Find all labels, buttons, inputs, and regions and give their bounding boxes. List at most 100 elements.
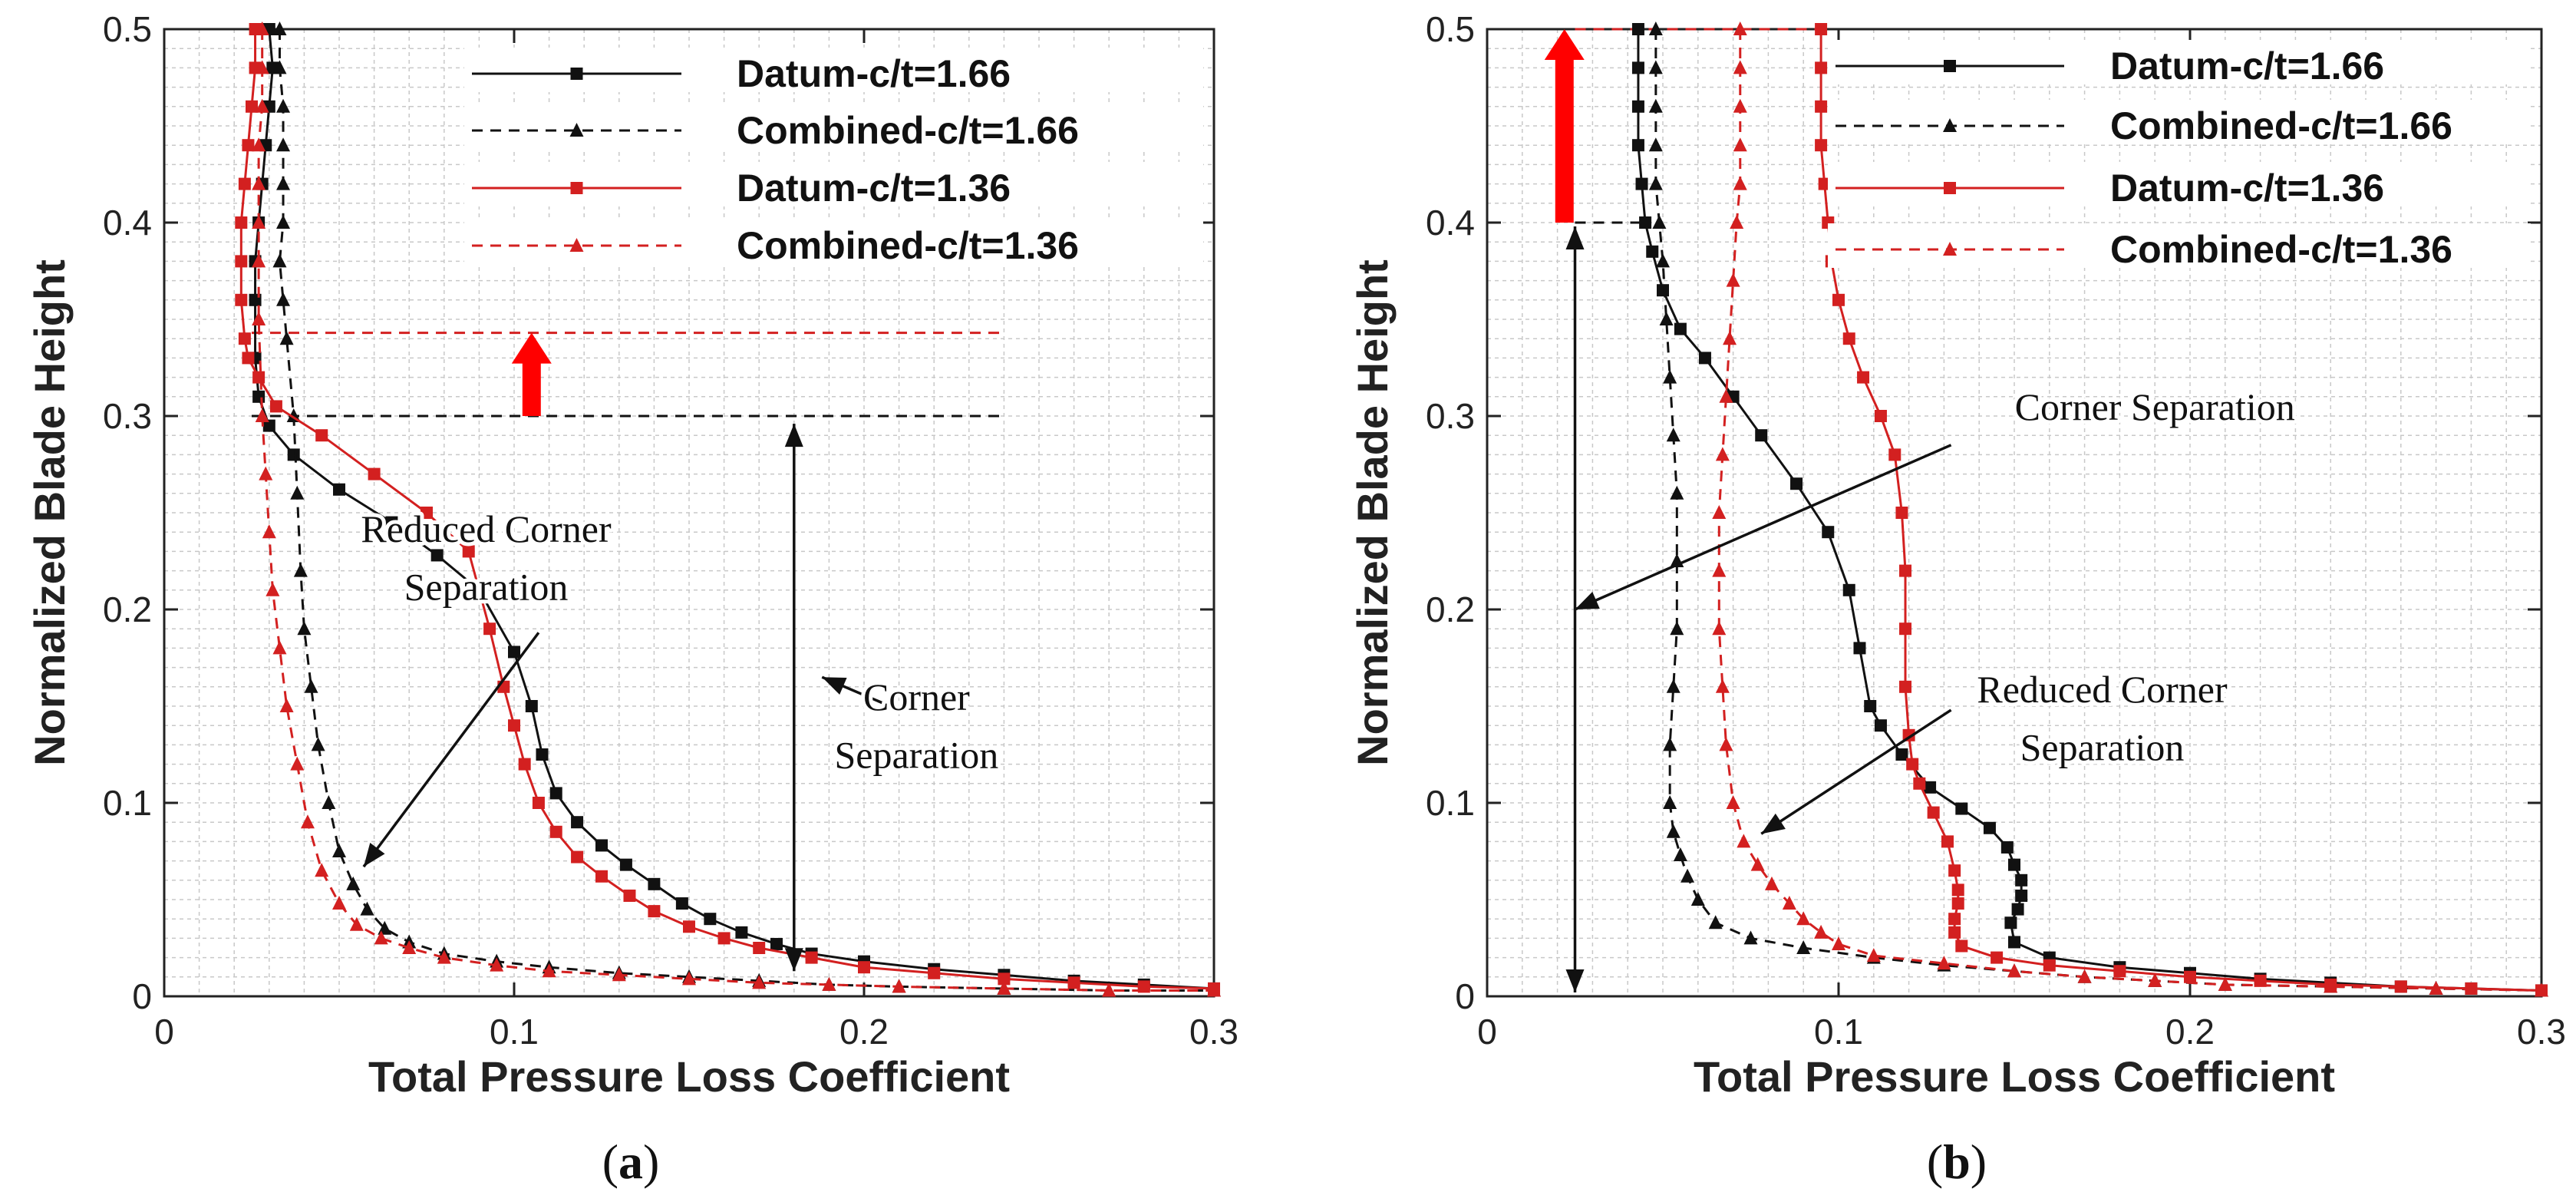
data-point-b-3 (1733, 176, 1747, 190)
data-point-b-1 (1663, 369, 1677, 384)
data-point-a-3 (437, 949, 451, 964)
arrow-head-b (1565, 226, 1585, 250)
data-point-b-2 (1815, 61, 1828, 74)
legend-label-b-3: Combined-c/t=1.36 (2110, 228, 2452, 271)
data-point-b-1 (1659, 312, 1674, 325)
legend-marker-a-1 (569, 123, 584, 137)
data-point-a-0 (430, 549, 444, 562)
data-point-b-0 (1790, 477, 1803, 490)
data-point-a-0 (675, 897, 688, 910)
data-point-a-2 (648, 905, 661, 918)
data-point-b-1 (1670, 621, 1684, 636)
data-point-b-0 (1895, 748, 1908, 761)
legend-label-a-0: Datum-c/t=1.66 (737, 52, 1011, 95)
data-point-a-2 (595, 870, 608, 883)
data-point-a-2 (238, 177, 251, 190)
annotation-arrow-b (1574, 444, 1952, 611)
annotation-text-a: Separation (834, 734, 998, 777)
legend-bg-a (464, 220, 1203, 264)
data-point-b-3 (2218, 976, 2232, 991)
legend-label-b-2: Datum-c/t=1.36 (2110, 167, 2384, 210)
data-point-a-3 (300, 814, 315, 829)
data-point-a-3 (1207, 982, 1221, 997)
data-point-a-0 (536, 748, 549, 761)
data-point-a-2 (858, 961, 870, 974)
annotation-text-b: Corner Separation (2015, 385, 2295, 428)
y-tick-label-b: 0.4 (1426, 203, 1475, 243)
data-point-b-1 (1663, 795, 1677, 809)
legend-marker-b-0 (1944, 60, 1956, 72)
data-point-b-3 (2007, 963, 2021, 978)
data-point-a-2 (315, 429, 328, 442)
data-point-a-0 (648, 877, 661, 890)
data-point-a-2 (242, 139, 255, 152)
data-point-b-1 (1666, 824, 1681, 838)
data-point-b-2 (1927, 806, 1940, 819)
data-point-a-0 (525, 700, 538, 712)
data-point-a-3 (542, 963, 556, 978)
data-point-b-2 (1948, 913, 1961, 926)
annotation-arrow-b (1760, 708, 1952, 835)
legend-b: Datum-c/t=1.66 Combined-c/t=1.66 Datum-c/t… (1828, 40, 2531, 271)
data-point-a-2 (623, 889, 636, 902)
data-point-b-2 (1815, 139, 1828, 152)
legend-marker-a-0 (570, 68, 583, 80)
y-tick-label-b: 0 (1455, 976, 1475, 1016)
data-point-a-0 (252, 390, 266, 403)
data-point-b-3 (1719, 737, 1733, 751)
x-tick-label-b: 0.1 (1814, 1012, 1863, 1052)
data-point-b-3 (1715, 679, 1730, 693)
data-point-a-1 (276, 176, 291, 190)
data-point-a-2 (753, 942, 766, 954)
data-point-b-3 (1726, 795, 1740, 809)
legend-marker-b-2 (1944, 182, 1956, 194)
data-point-b-1 (1796, 940, 1811, 954)
series-a-3 (252, 21, 1221, 997)
data-point-b-1 (1673, 847, 1687, 862)
data-point-a-3 (252, 176, 266, 190)
data-point-b-3 (1866, 948, 1881, 963)
data-point-b-0 (2015, 873, 2028, 887)
data-point-a-1 (293, 563, 308, 577)
data-point-b-0 (1657, 284, 1669, 297)
data-point-b-2 (2394, 980, 2407, 993)
arrow-head-b (1575, 591, 1600, 609)
data-point-b-3 (1814, 924, 1829, 939)
legend-marker-b-3 (1943, 242, 1957, 256)
arrow-head-a (784, 948, 803, 972)
data-point-b-1 (1670, 485, 1684, 500)
data-point-a-3 (402, 940, 417, 954)
data-point-b-3 (1712, 563, 1727, 577)
data-point-b-2 (1948, 864, 1961, 877)
data-point-b-2 (1818, 177, 1831, 190)
data-point-a-1 (272, 60, 287, 74)
data-point-a-3 (252, 215, 266, 229)
series-b-3 (1712, 21, 2548, 997)
data-point-b-2 (1899, 680, 1912, 693)
data-point-b-3 (2535, 982, 2548, 997)
data-point-a-1 (311, 737, 325, 751)
data-point-b-0 (1755, 429, 1768, 442)
data-point-b-0 (1842, 583, 1855, 596)
x-tick-label-b: 0 (1477, 1012, 1497, 1052)
data-point-a-0 (287, 448, 300, 461)
data-point-b-2 (1815, 100, 1828, 113)
series-line-a-3 (257, 29, 1214, 992)
data-point-b-0 (1635, 177, 1648, 190)
data-point-b-2 (1941, 835, 1954, 848)
data-point-a-3 (997, 980, 1011, 995)
data-point-a-3 (255, 98, 269, 113)
data-point-a-3 (752, 975, 767, 989)
block-arrow-a (511, 332, 552, 416)
data-point-b-2 (1842, 332, 1855, 345)
data-point-a-0 (770, 937, 783, 950)
data-point-b-0 (1983, 821, 1996, 834)
data-point-b-3 (1715, 447, 1730, 461)
data-point-a-2 (571, 850, 584, 864)
data-point-b-0 (2008, 936, 2020, 949)
data-point-b-2 (2254, 974, 2267, 987)
legend-bg-b (1828, 223, 2531, 268)
legend-bg-b (1828, 100, 2531, 144)
legend-bg-a (464, 162, 1203, 206)
data-point-b-1 (1666, 679, 1681, 693)
